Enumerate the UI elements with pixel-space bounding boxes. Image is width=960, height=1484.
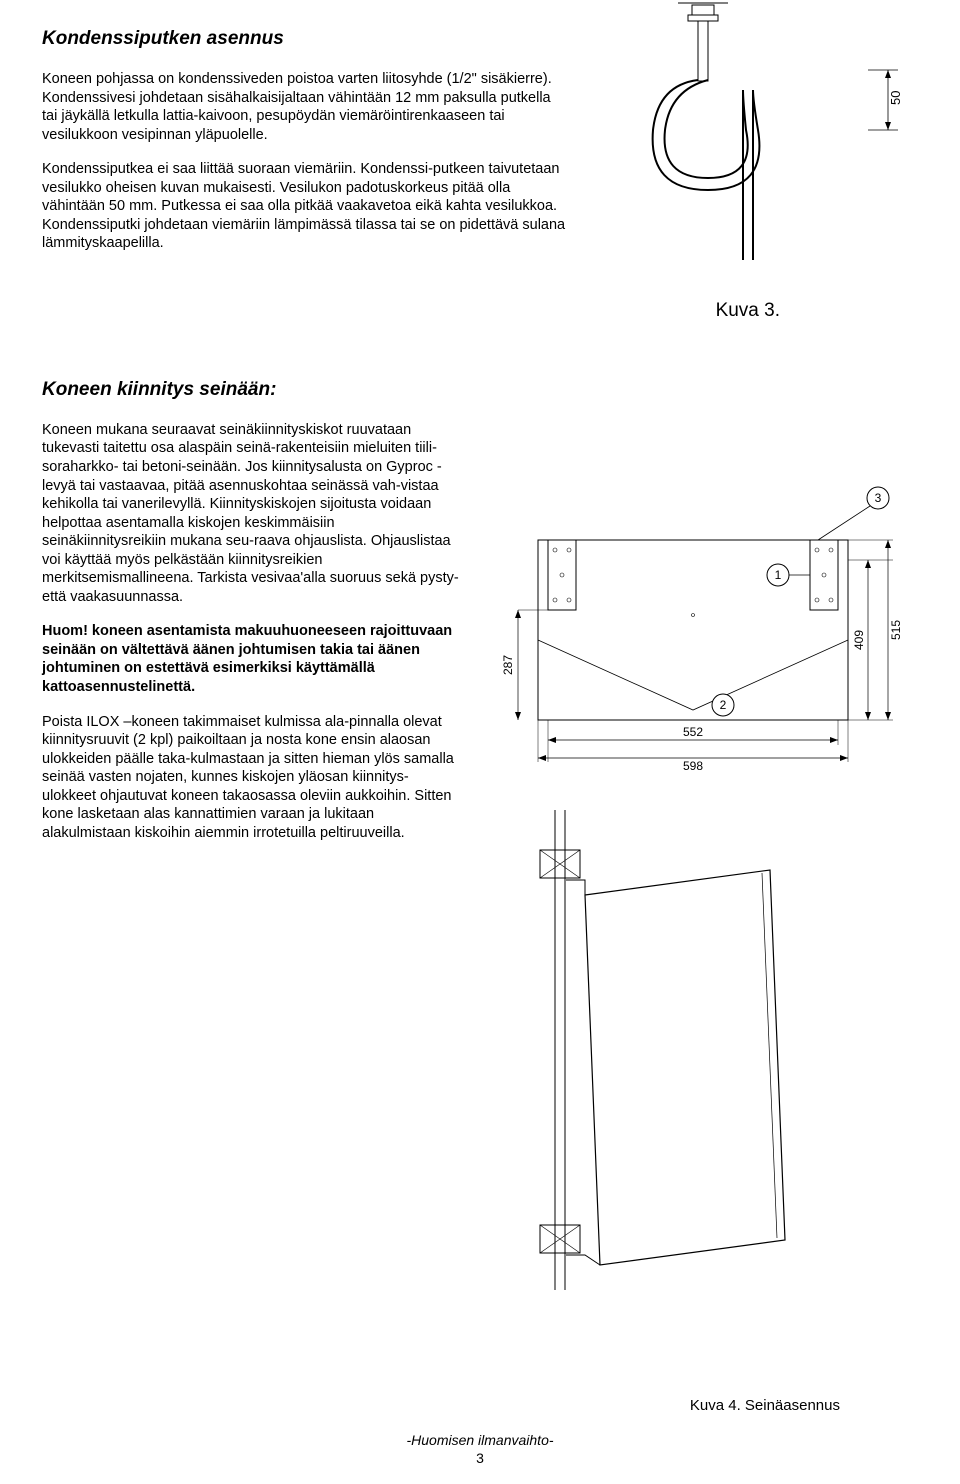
svg-text:1: 1: [775, 568, 782, 582]
svg-text:552: 552: [683, 725, 703, 739]
kuva4-label: Kuva 4. Seinäasennus: [690, 1397, 840, 1414]
page-number: 3: [0, 1450, 960, 1466]
svg-text:409: 409: [852, 630, 866, 650]
page-footer: -Huomisen ilmanvaihto- 3: [0, 1432, 960, 1466]
svg-text:598: 598: [683, 759, 703, 773]
section1-p1: Koneen pohjassa on kondenssiveden poisto…: [42, 70, 567, 144]
figure-side-view: [510, 810, 790, 1295]
figure-bracket-diagram: 3 1 2 287: [498, 480, 918, 795]
svg-text:3: 3: [875, 491, 882, 505]
section2-title: Koneen kiinnitys seinään:: [42, 379, 462, 401]
svg-text:2: 2: [720, 698, 727, 712]
section2-p3: Poista ILOX –koneen takimmaiset kulmissa…: [42, 713, 462, 843]
figure-kuva3: 50: [598, 0, 918, 260]
section2-p2-bold: Huom! koneen asentamista makuuhuoneeseen…: [42, 622, 462, 696]
svg-text:50: 50: [888, 91, 903, 105]
svg-text:515: 515: [889, 620, 903, 640]
svg-text:287: 287: [501, 655, 515, 675]
section1-p2: Kondenssiputkea ei saa liittää suoraan v…: [42, 160, 567, 253]
section1-title: Kondenssiputken asennus: [42, 28, 567, 50]
footer-text: -Huomisen ilmanvaihto-: [406, 1432, 553, 1448]
section2-p1: Koneen mukana seuraavat seinäkiinnityski…: [42, 421, 462, 606]
kuva3-label: Kuva 3.: [716, 300, 780, 322]
